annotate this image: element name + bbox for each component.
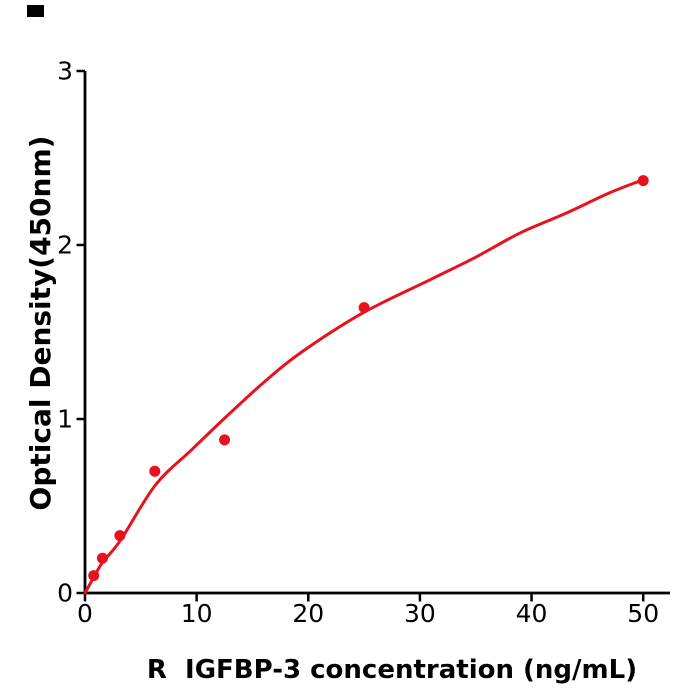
- x-axis-label: R IGFBP-3 concentration (ng/mL): [147, 655, 637, 685]
- x-tick-label: 20: [292, 599, 324, 628]
- fit-curve: [83, 178, 645, 595]
- y-tick-label: 2: [57, 231, 73, 260]
- standard-curve-line: [83, 178, 645, 595]
- y-tick-label: 1: [57, 405, 73, 434]
- data-point: [637, 175, 649, 187]
- data-point: [358, 302, 370, 314]
- tick-labels: 0 10 20 30 40 50 0 1 2 3: [57, 57, 659, 629]
- data-point: [114, 530, 126, 542]
- x-tick-label: 10: [181, 599, 213, 628]
- x-tick-label: 0: [77, 599, 93, 628]
- x-tick-label: 30: [404, 599, 436, 628]
- y-axis-label: Optical Density(450nm): [24, 136, 57, 511]
- data-point: [149, 465, 161, 477]
- data-points: [88, 175, 649, 582]
- x-tick-label: 50: [627, 599, 659, 628]
- axis-spines: [83, 71, 670, 595]
- corner-logo-mark: [27, 5, 44, 17]
- axes: [76, 69, 670, 602]
- y-tick-label: 3: [57, 57, 73, 86]
- data-point: [88, 570, 100, 582]
- data-point: [96, 552, 108, 564]
- x-tick-label: 40: [516, 599, 548, 628]
- y-tick-label: 0: [57, 579, 73, 608]
- data-point: [219, 434, 231, 446]
